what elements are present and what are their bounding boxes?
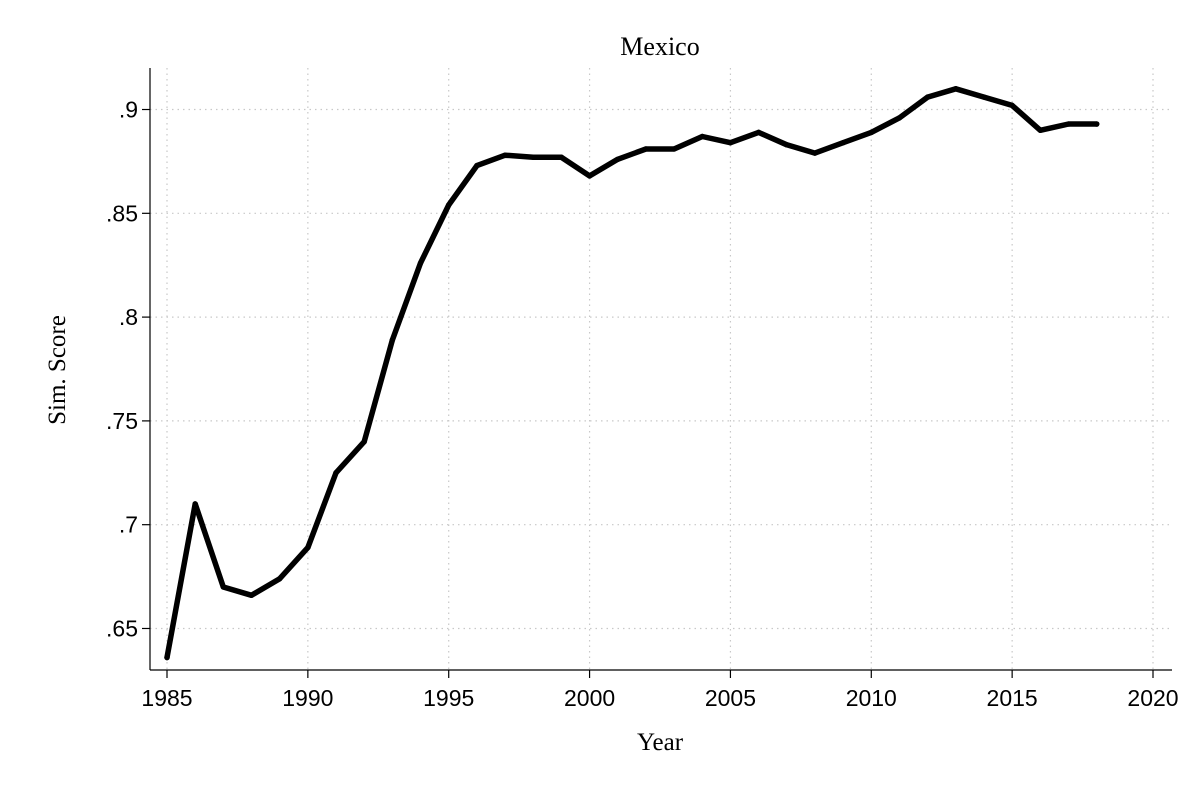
data-point [1065, 121, 1072, 127]
data-point [248, 592, 255, 598]
axes [142, 68, 1172, 678]
data-point [361, 438, 367, 445]
series-line [164, 86, 1100, 661]
data-point [558, 154, 565, 160]
x-tick-label: 2005 [705, 685, 756, 711]
data-point [305, 544, 311, 551]
data-point [840, 140, 846, 146]
data-point [333, 470, 339, 476]
data-point [671, 146, 677, 152]
data-point [1009, 102, 1015, 109]
data-point [981, 94, 987, 100]
data-point [276, 575, 283, 582]
data-point [1093, 121, 1100, 127]
data-point [953, 86, 959, 92]
chart-title: Mexico [620, 32, 699, 61]
y-tick-label: .9 [119, 97, 138, 123]
data-point [474, 162, 480, 169]
data-point [755, 129, 762, 136]
data-point [530, 154, 536, 160]
x-tick-label: 2020 [1127, 685, 1178, 711]
y-tick-label: .65 [106, 615, 138, 641]
data-point [727, 140, 734, 146]
data-point [192, 501, 198, 507]
data-point [896, 115, 903, 121]
x-tick-label: 1985 [141, 685, 192, 711]
data-point [868, 129, 874, 136]
data-point [389, 337, 396, 343]
data-point [417, 260, 424, 266]
data-point [784, 142, 790, 148]
y-tick-label: .75 [106, 408, 138, 434]
grid [150, 68, 1172, 670]
y-tick-label: .85 [106, 200, 138, 226]
data-point [220, 584, 227, 590]
x-tick-label: 2000 [564, 685, 615, 711]
y-axis-title: Sim. Score [44, 315, 71, 425]
data-point [924, 94, 931, 100]
x-axis-title: Year [637, 729, 684, 756]
tick-labels: .65 .7 .75 .8 .85 .9 1985 1990 1995 2000 2005 2010 2… [106, 97, 1179, 711]
data-point [164, 654, 170, 661]
x-tick-label: 2010 [846, 685, 897, 711]
data-point [502, 152, 508, 158]
series [164, 86, 1100, 661]
y-tick-label: .7 [119, 512, 138, 538]
x-tick-label: 1990 [282, 685, 333, 711]
data-point [699, 133, 705, 140]
data-point [812, 150, 818, 156]
data-point [446, 202, 452, 208]
data-point [586, 173, 593, 179]
y-tick-label: .8 [119, 304, 138, 330]
data-point [615, 156, 621, 163]
data-point [643, 146, 649, 152]
x-tick-label: 1995 [423, 685, 474, 711]
data-point [1037, 127, 1044, 133]
x-tick-label: 2015 [987, 685, 1038, 711]
